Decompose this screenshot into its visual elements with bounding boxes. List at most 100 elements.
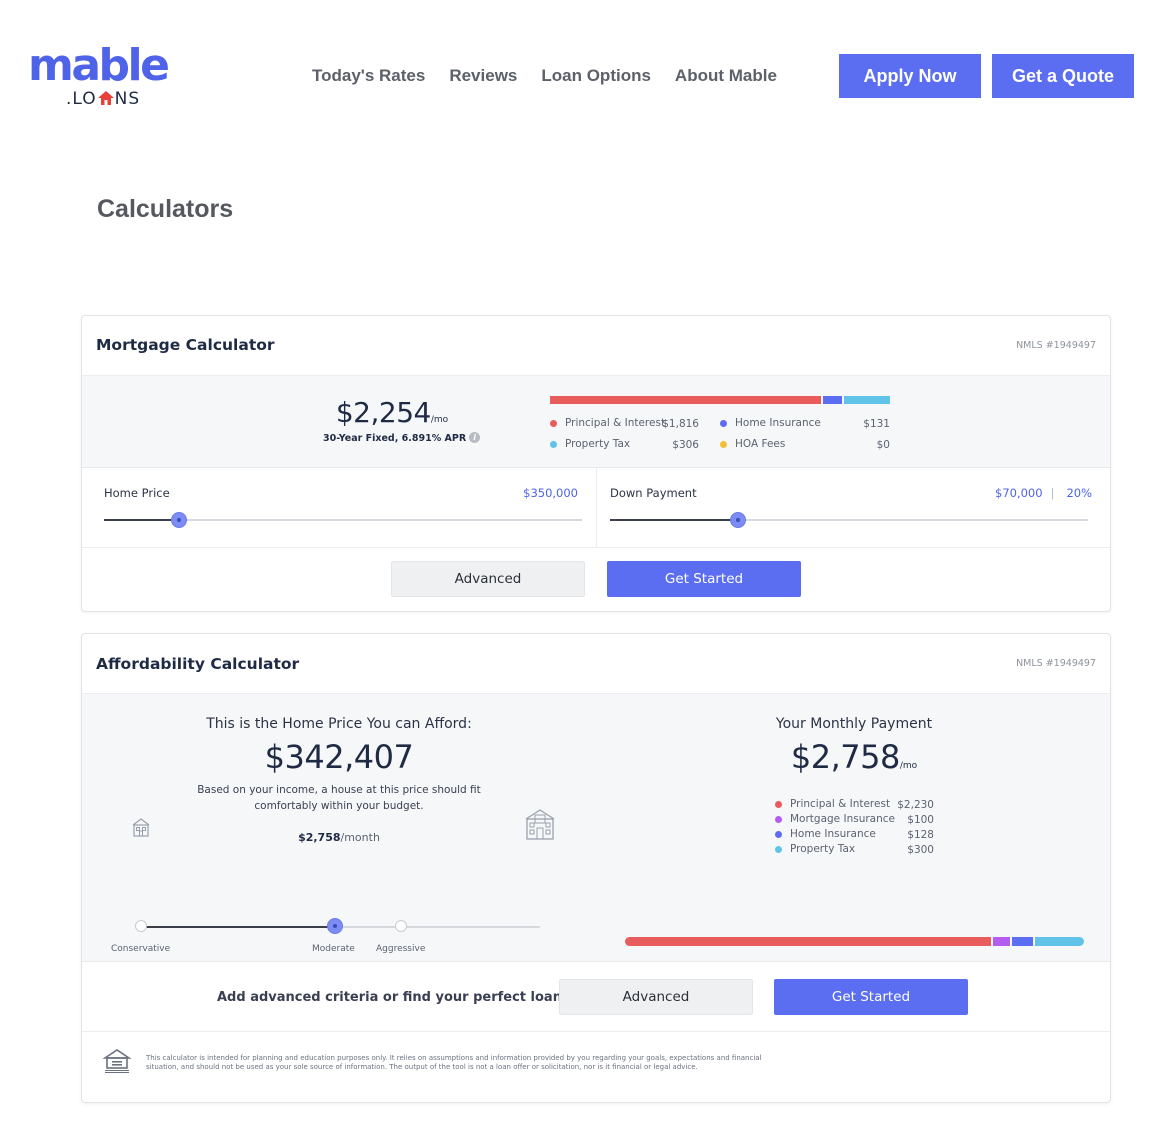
- legend-mortgage-insurance: Mortgage Insurance: [775, 813, 895, 825]
- mable-logo[interactable]: mable .LO NS: [28, 44, 173, 110]
- card-title: Affordability Calculator: [96, 655, 300, 673]
- legend-mortgage-insurance-value: $100: [907, 814, 934, 826]
- legend-dot: [775, 845, 782, 853]
- legend-dot: [550, 440, 557, 448]
- monthly-payment-heading: Your Monthly Payment: [775, 716, 933, 732]
- legend-home-insurance: Home Insurance: [775, 828, 876, 840]
- monthly-payment: $2,254/mo: [332, 396, 452, 429]
- affordability-results: This is the Home Price You can Afford: $…: [82, 694, 1110, 962]
- legend-dot: [550, 419, 557, 427]
- logo-subtitle: .LO NS: [66, 89, 141, 109]
- legend-home-insurance-value: $131: [863, 418, 890, 430]
- afford-heading: This is the Home Price You can Afford:: [206, 716, 472, 732]
- legend-dot: [720, 419, 727, 427]
- legend-dot: [720, 440, 727, 448]
- legend-property-tax-value: $300: [907, 844, 934, 856]
- small-house-icon: [132, 818, 150, 837]
- payment-amount: $2,758: [790, 738, 900, 776]
- down-payment-values: $70,000 | 20%: [995, 486, 1092, 500]
- disclaimer-footer: This calculator is intended for planning…: [82, 1032, 1110, 1102]
- calculator-actions: Add advanced criteria or find your perfe…: [82, 962, 1110, 1032]
- payment-period: /mo: [899, 761, 918, 771]
- slider-fill: [141, 926, 335, 928]
- down-payment-label: Down Payment: [610, 486, 697, 500]
- legend-property-tax: Property Tax: [550, 438, 630, 450]
- get-started-button[interactable]: Get Started: [774, 979, 968, 1015]
- house-icon: [97, 91, 114, 105]
- apply-now-button[interactable]: Apply Now: [839, 54, 981, 98]
- equal-housing-icon: [102, 1049, 132, 1073]
- bar-segment-property-tax: [1034, 937, 1084, 946]
- legend-principal: Principal & Interest: [775, 798, 890, 810]
- mortgage-calculator-card: Mortgage Calculator NMLS #1949497 $2,254…: [81, 315, 1111, 612]
- get-a-quote-button[interactable]: Get a Quote: [992, 54, 1134, 98]
- info-icon[interactable]: i: [469, 432, 481, 443]
- afford-monthly: $2,758/month: [298, 831, 380, 844]
- home-price-label: Home Price: [104, 486, 170, 500]
- legend-dot: [775, 830, 782, 838]
- loan-terms: 30-Year Fixed, 6.891% APR i: [323, 432, 481, 444]
- bar-segment-principal: [550, 396, 821, 404]
- card-title: Mortgage Calculator: [96, 336, 275, 354]
- nmls-number: NMLS #1949497: [1016, 340, 1096, 351]
- payment-breakdown-bar: [550, 396, 890, 404]
- nav-todays-rates[interactable]: Today's Rates: [312, 66, 426, 85]
- down-payment-track[interactable]: [610, 512, 1088, 528]
- legend-principal-value: $1,816: [662, 418, 699, 430]
- bar-segment-home-insurance: [1011, 937, 1033, 946]
- down-payment-percent[interactable]: 20%: [1066, 486, 1092, 500]
- slider-fill: [104, 519, 180, 521]
- large-house-icon: [525, 809, 555, 840]
- down-payment-slider: Down Payment $70,000 | 20%: [596, 468, 1110, 547]
- legend-hoa-fees-value: $0: [876, 439, 890, 451]
- payment-amount: $2,254: [335, 396, 431, 429]
- legend-dot: [775, 815, 782, 823]
- page-title: Calculators: [97, 195, 234, 223]
- payment-period: /mo: [430, 415, 449, 425]
- afford-price: $342,407: [264, 738, 414, 776]
- legend-principal-value: $2,230: [897, 799, 934, 811]
- legend-property-tax-value: $306: [672, 439, 699, 451]
- legend-home-insurance-value: $128: [907, 829, 934, 841]
- payment-breakdown-bar: [625, 937, 1084, 946]
- stop-aggressive[interactable]: [395, 920, 408, 932]
- card-header: Affordability Calculator NMLS #1949497: [82, 634, 1110, 694]
- budget-slider-track[interactable]: [135, 918, 540, 934]
- legend-home-insurance: Home Insurance: [720, 417, 821, 429]
- main-nav: Today's Rates Reviews Loan Options About…: [312, 66, 801, 86]
- legend-hoa-fees: HOA Fees: [720, 438, 785, 450]
- advanced-button[interactable]: Advanced: [559, 979, 753, 1015]
- home-price-slider: Home Price $350,000: [82, 468, 596, 547]
- down-payment-amount[interactable]: $70,000: [995, 486, 1043, 500]
- legend-dot: [775, 800, 782, 808]
- home-price-track[interactable]: [104, 512, 582, 528]
- affordability-calculator-card: Affordability Calculator NMLS #1949497 T…: [81, 633, 1111, 1103]
- bar-segment-principal: [625, 937, 992, 946]
- calculator-sliders: Home Price $350,000 Down Payment $70,000…: [82, 468, 1110, 548]
- nav-about-mable[interactable]: About Mable: [674, 66, 777, 85]
- home-price-value[interactable]: $350,000: [523, 486, 578, 500]
- logo-wordmark: mable: [28, 40, 170, 91]
- get-started-button[interactable]: Get Started: [607, 561, 801, 597]
- stop-label-moderate: Moderate: [312, 944, 355, 954]
- nav-reviews[interactable]: Reviews: [449, 66, 518, 85]
- card-header: Mortgage Calculator NMLS #1949497: [82, 316, 1110, 376]
- disclaimer-text: This calculator is intended for planning…: [146, 1054, 762, 1071]
- stop-moderate[interactable]: [326, 918, 343, 934]
- stop-label-aggressive: Aggressive: [376, 944, 426, 954]
- legend-property-tax: Property Tax: [775, 843, 855, 855]
- afford-description: Based on your income, a house at this pr…: [197, 784, 481, 812]
- nmls-number: NMLS #1949497: [1016, 658, 1096, 669]
- payment-summary: $2,254/mo 30-Year Fixed, 6.891% APR i Pri…: [82, 376, 1110, 468]
- advanced-button[interactable]: Advanced: [391, 561, 585, 597]
- slider-handle[interactable]: [730, 512, 747, 528]
- calculator-actions: Advanced Get Started: [82, 548, 1110, 611]
- bar-segment-property-tax: [844, 396, 890, 404]
- bar-segment-home-insurance: [822, 396, 843, 404]
- advanced-criteria-prompt: Add advanced criteria or find your perfe…: [217, 990, 567, 1005]
- monthly-payment: $2,758/mo: [702, 738, 1006, 776]
- stop-conservative[interactable]: [135, 920, 147, 932]
- slider-handle[interactable]: [171, 512, 188, 528]
- legend-principal: Principal & Interest: [550, 417, 665, 429]
- nav-loan-options[interactable]: Loan Options: [541, 66, 651, 85]
